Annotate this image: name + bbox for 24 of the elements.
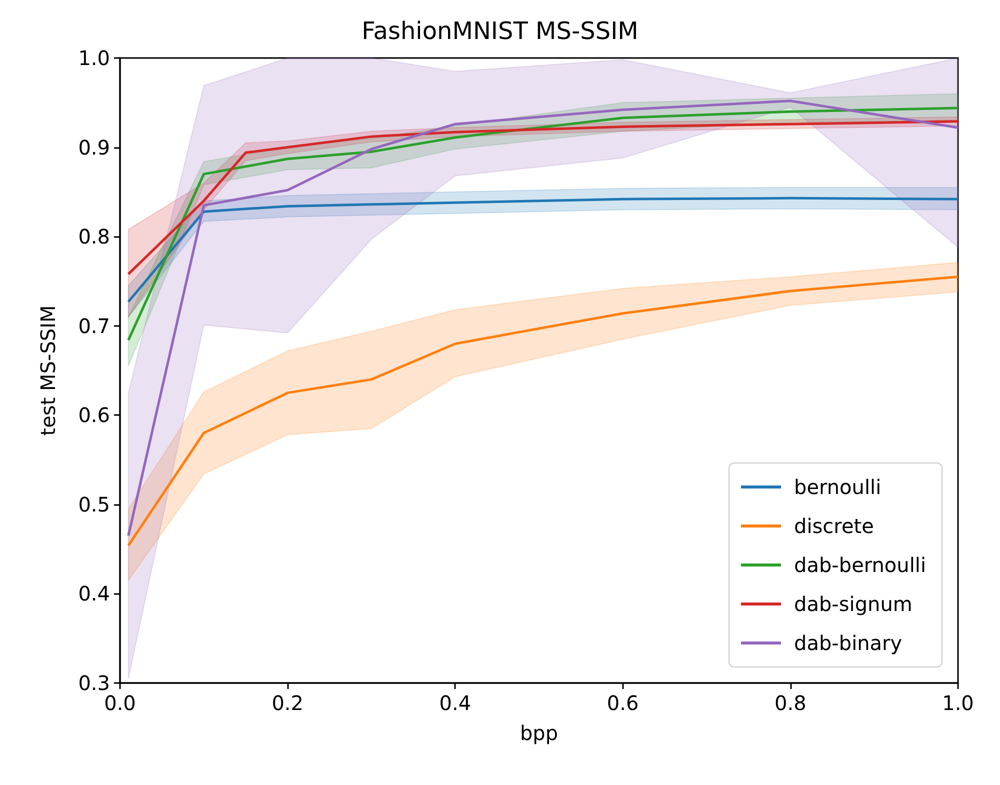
x-tick-label: 0.8 (774, 691, 806, 715)
legend-label: dab-bernoulli (794, 553, 926, 577)
y-tick-label: 0.7 (78, 314, 110, 338)
x-tick-label: 1.0 (942, 691, 974, 715)
line-series (127, 120, 960, 276)
legend-label: discrete (794, 514, 874, 538)
y-tick-label: 0.9 (78, 135, 110, 160)
y-tick-label: 0.4 (78, 582, 110, 606)
x-tick-label: 0.2 (272, 691, 304, 715)
y-tick-label: 0.6 (78, 403, 110, 428)
legend-label: bernoulli (794, 475, 882, 499)
line-series (127, 196, 960, 303)
x-tick-label: 0.6 (606, 691, 639, 715)
y-tick-label: 1.0 (78, 46, 110, 70)
line-series (127, 276, 960, 547)
y-axis-title: test MS-SSIM (36, 305, 60, 436)
y-tick-label: 0.8 (78, 224, 110, 249)
chart-title: FashionMNIST MS-SSIM (362, 17, 638, 45)
legend-label: dab-binary (794, 631, 902, 655)
x-tick-label: 0.4 (439, 691, 472, 715)
legend-label: dab-signum (794, 592, 912, 616)
line-series (127, 100, 960, 537)
y-tick-label: 0.5 (78, 492, 110, 516)
x-axis-title: bpp (520, 721, 558, 745)
